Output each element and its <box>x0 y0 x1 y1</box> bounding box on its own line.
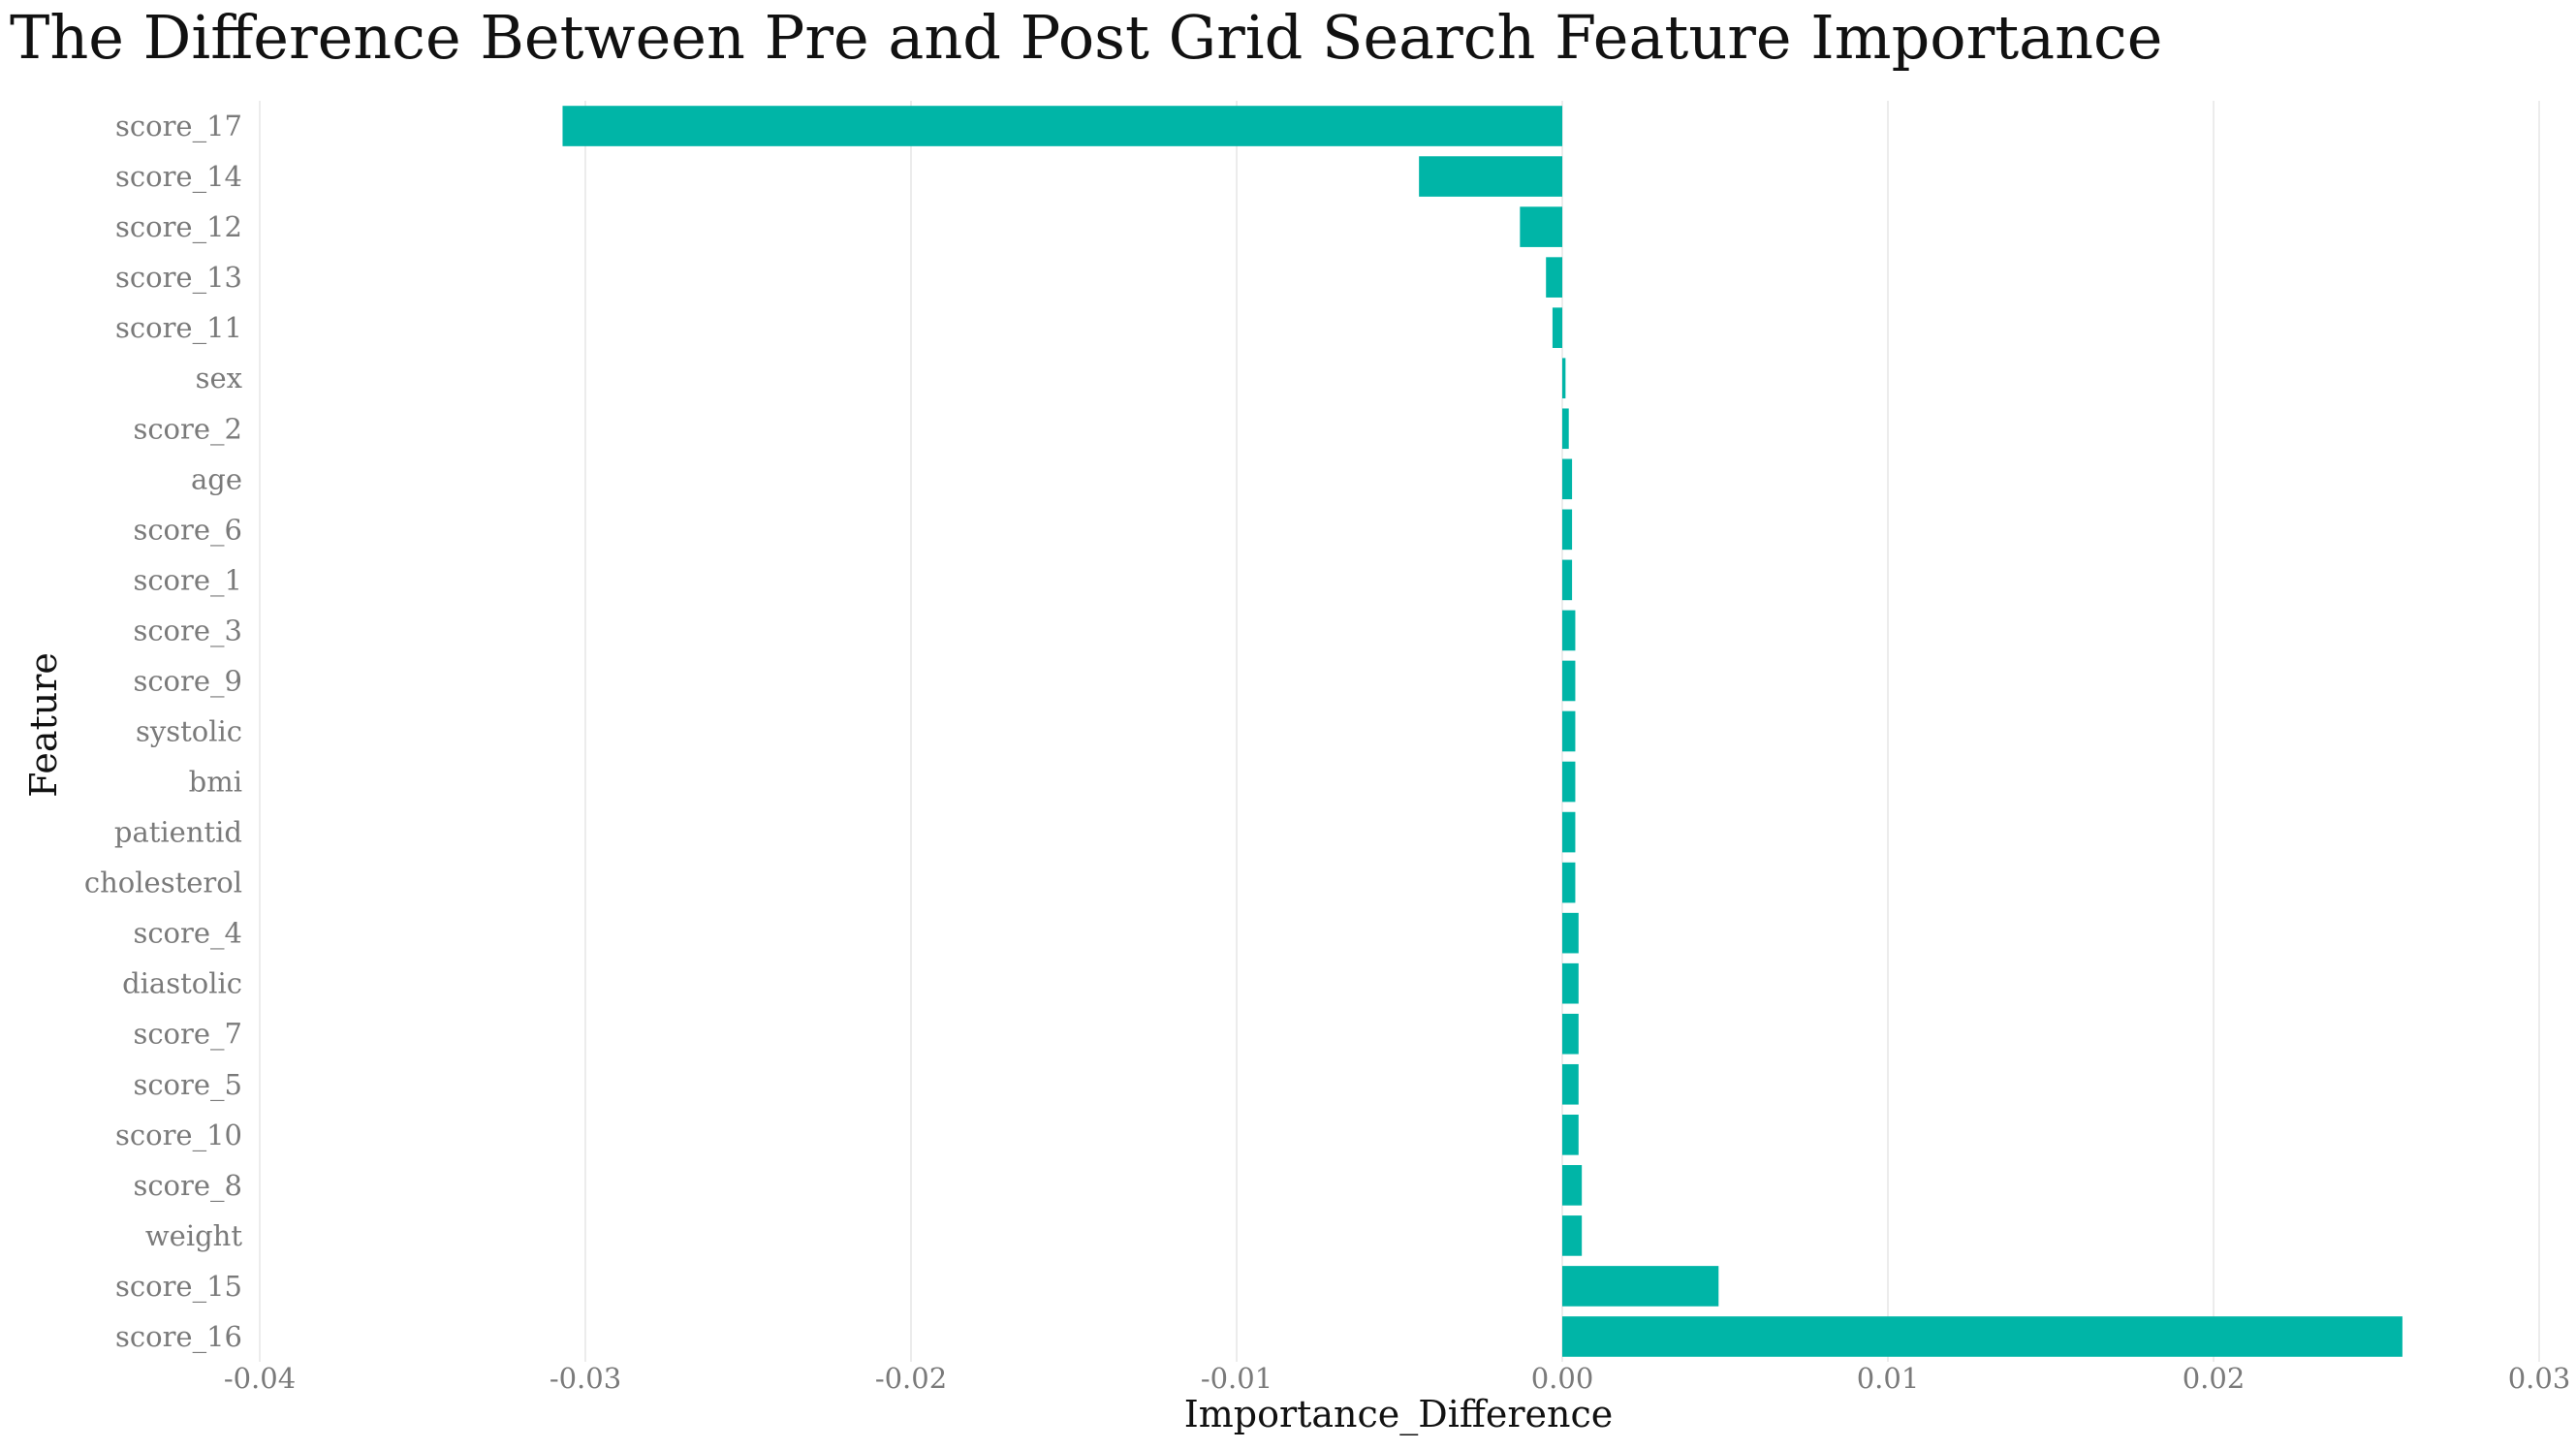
y-tick-label: score_2 <box>133 412 242 446</box>
bar-systolic <box>1562 710 1576 752</box>
y-tick-label: score_10 <box>115 1119 242 1152</box>
x-tick-label: -0.02 <box>875 1362 947 1395</box>
y-tick-label: score_15 <box>115 1270 242 1304</box>
y-tick-label: score_17 <box>115 110 242 143</box>
y-tick-label: score_8 <box>133 1169 242 1203</box>
bars <box>562 106 2403 1357</box>
y-tick-label: cholesterol <box>84 867 242 899</box>
bar-score-8 <box>1562 1165 1583 1206</box>
bar-diastolic <box>1562 962 1579 1004</box>
x-tick-labels: -0.04 -0.03 -0.02 -0.01 0.00 0.01 0.02 0.03 <box>224 1362 2570 1395</box>
bar-score-2 <box>1562 408 1569 450</box>
x-tick-label: -0.01 <box>1201 1362 1272 1395</box>
x-tick-label: 0.02 <box>2183 1362 2246 1395</box>
bar-score-15 <box>1562 1266 1719 1307</box>
bar-score-12 <box>1520 206 1562 247</box>
bar-cholesterol <box>1562 862 1576 903</box>
bar-score-4 <box>1562 912 1579 954</box>
chart-title: The Difference Between Pre and Post Grid… <box>10 2 2163 73</box>
bar-patientid <box>1562 811 1576 853</box>
x-tick-label: 0.01 <box>1857 1362 1920 1395</box>
y-tick-label: score_14 <box>115 160 242 194</box>
bar-score-5 <box>1562 1063 1579 1105</box>
y-tick-label: score_13 <box>115 261 242 295</box>
bar-score-11 <box>1552 307 1562 348</box>
y-tick-label: age <box>191 462 242 495</box>
gridlines <box>259 101 2540 1362</box>
y-tick-label: score_7 <box>133 1018 242 1052</box>
y-tick-label: systolic <box>136 715 242 748</box>
x-tick-label: 0.00 <box>1531 1362 1594 1395</box>
y-tick-label: score_6 <box>133 513 242 547</box>
bar-bmi <box>1562 761 1576 803</box>
y-tick-label: bmi <box>189 766 242 799</box>
y-tick-label: score_9 <box>133 664 242 698</box>
y-tick-label: score_4 <box>133 917 242 951</box>
y-tick-label: patientid <box>114 816 242 849</box>
bar-sex <box>1562 358 1566 399</box>
y-tick-label: score_3 <box>133 614 242 647</box>
x-axis-title: Importance_Difference <box>1184 1393 1614 1436</box>
y-tick-label: score_12 <box>115 210 242 244</box>
bar-score-1 <box>1562 559 1573 601</box>
y-tick-label: score_5 <box>133 1068 242 1102</box>
y-tick-label: sex <box>196 362 242 394</box>
bar-score-10 <box>1562 1115 1579 1155</box>
bar-score-3 <box>1562 610 1576 651</box>
y-tick-label: diastolic <box>122 967 242 1000</box>
bar-score-17 <box>562 106 1562 146</box>
bar-age <box>1562 458 1573 500</box>
y-axis-title: Feature <box>22 652 65 798</box>
bar-score-13 <box>1546 257 1562 298</box>
bar-score-7 <box>1562 1013 1579 1055</box>
y-tick-labels: score_17 score_14 score_12 score_13 score_11… <box>84 110 242 1354</box>
y-tick-label: score_11 <box>115 311 242 345</box>
bar-score-16 <box>1562 1316 2403 1357</box>
bar-weight <box>1562 1215 1583 1256</box>
x-tick-label: -0.04 <box>224 1362 296 1395</box>
x-tick-label: 0.03 <box>2508 1362 2571 1395</box>
bar-score-6 <box>1562 509 1573 551</box>
x-tick-label: -0.03 <box>550 1362 621 1395</box>
y-tick-label: score_1 <box>133 563 242 597</box>
bar-score-14 <box>1419 156 1562 197</box>
bar-score-9 <box>1562 660 1576 702</box>
y-tick-label: score_16 <box>115 1320 242 1354</box>
y-tick-label: weight <box>145 1219 243 1252</box>
